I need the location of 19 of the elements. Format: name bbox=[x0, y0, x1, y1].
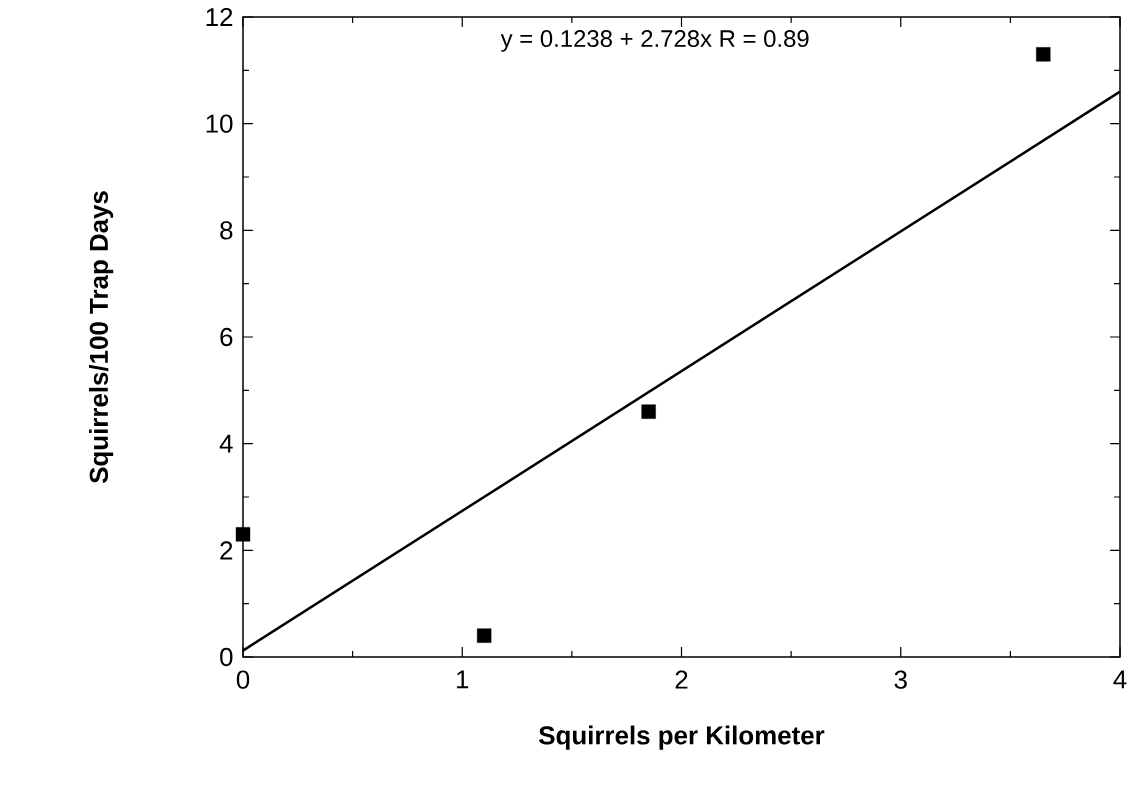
y-tick-label: 10 bbox=[206, 114, 233, 133]
point bbox=[477, 628, 492, 643]
y-tick-label: 4 bbox=[219, 434, 233, 453]
y-axis-title: Squirrels/100 Trap Days bbox=[89, 191, 114, 484]
annotation: y = 0.1238 + 2.728x R = 0.89 bbox=[500, 30, 809, 52]
x-tick-label: 3 bbox=[894, 670, 907, 689]
x-tick-label: 4 bbox=[1113, 670, 1127, 689]
x-tick-label: 1 bbox=[457, 670, 469, 689]
y-tick-label: 2 bbox=[220, 541, 233, 560]
x-axis-title: Squirrels per Kilometer bbox=[539, 725, 825, 750]
y-tick-label: 0 bbox=[220, 647, 233, 667]
x-tick-label: 0 bbox=[236, 670, 250, 689]
point bbox=[1036, 47, 1051, 62]
y-tick-label: 6 bbox=[220, 327, 233, 347]
y-tick-label: 12 bbox=[206, 7, 233, 27]
y-tick-label: 8 bbox=[220, 221, 233, 240]
point bbox=[235, 527, 251, 542]
x-tick-label: 2 bbox=[675, 670, 688, 689]
point bbox=[641, 404, 656, 419]
